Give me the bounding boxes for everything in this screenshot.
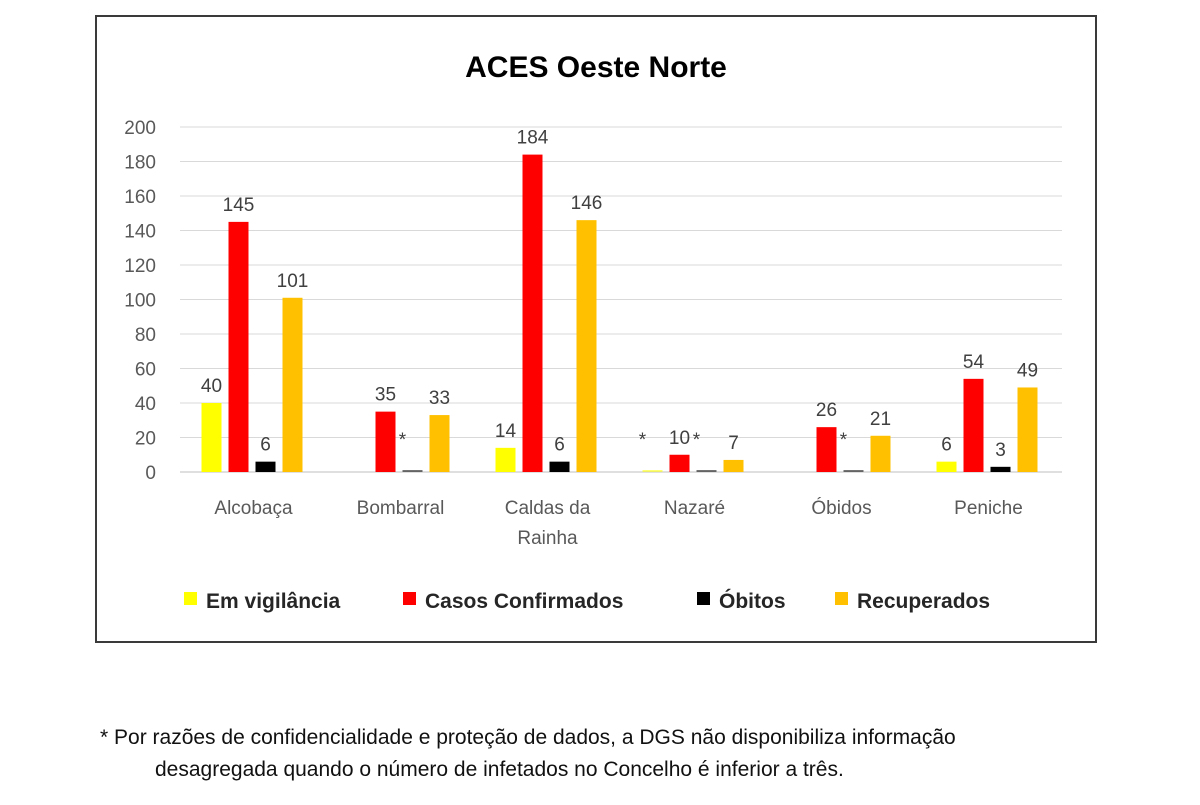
- bar: [429, 415, 450, 472]
- category-label: Rainha: [517, 528, 578, 549]
- data-label: 49: [1017, 360, 1038, 381]
- bar: [228, 221, 249, 472]
- data-label: 146: [571, 193, 603, 214]
- data-label: 6: [941, 435, 952, 456]
- data-label: 35: [375, 385, 396, 406]
- bar: [522, 154, 543, 472]
- bar-stub: [402, 470, 423, 472]
- category-label: Peniche: [954, 498, 1023, 519]
- bar-stub: [696, 470, 717, 472]
- legend: Em vigilância Casos Confirmados Óbitos Recu…: [184, 589, 990, 613]
- bar: [495, 447, 516, 472]
- y-tick-label: 140: [124, 222, 156, 243]
- data-label: 6: [260, 435, 271, 456]
- legend-swatch: [403, 592, 416, 605]
- y-tick-label: 40: [135, 394, 156, 415]
- bar: [936, 461, 957, 472]
- data-label: 26: [816, 400, 837, 421]
- chart-title: ACES Oeste Norte: [465, 51, 727, 84]
- legend-label: Em vigilância: [206, 590, 341, 613]
- data-label: 33: [429, 388, 450, 409]
- bar: [576, 220, 597, 472]
- data-label: 10: [669, 428, 690, 449]
- data-label: 145: [223, 195, 255, 216]
- data-label: 21: [870, 409, 891, 430]
- bar: [816, 427, 837, 472]
- data-label: *: [840, 430, 848, 451]
- data-label: 101: [277, 271, 309, 292]
- bar: [255, 461, 276, 472]
- category-label: Nazaré: [664, 498, 725, 519]
- y-tick-label: 120: [124, 256, 156, 277]
- y-tick-label: 80: [135, 325, 156, 346]
- legend-swatch: [697, 592, 710, 605]
- data-label: 14: [495, 421, 517, 442]
- gridlines: [180, 126, 1062, 473]
- category-label: Óbidos: [811, 497, 871, 519]
- legend-label: Casos Confirmados: [425, 590, 623, 613]
- bar: [990, 466, 1011, 472]
- bars: [201, 154, 1038, 472]
- data-label: *: [693, 430, 701, 451]
- category-label: Alcobaça: [214, 498, 293, 519]
- y-tick-label: 20: [135, 429, 156, 450]
- data-label: 54: [963, 352, 985, 373]
- legend-swatch: [184, 592, 197, 605]
- legend-swatch: [835, 592, 848, 605]
- bar-chart: 0 20 40 60 80 100 120 140 160 180 200 40 145 6 101 35 *…: [124, 51, 1062, 613]
- y-tick-label: 180: [124, 153, 156, 174]
- bar: [549, 461, 570, 472]
- data-label: 6: [554, 435, 565, 456]
- data-label: 40: [201, 376, 222, 397]
- footnote: * Por razões de confidencialidade e prot…: [100, 722, 1200, 786]
- bar: [723, 459, 744, 472]
- data-label: 184: [517, 128, 549, 149]
- y-tick-label: 60: [135, 360, 156, 381]
- bar: [1017, 387, 1038, 472]
- data-label: 3: [995, 440, 1006, 461]
- y-tick-label: 0: [145, 463, 156, 484]
- footnote-line-2: desagregada quando o número de infetados…: [155, 758, 844, 781]
- category-label: Bombarral: [357, 498, 445, 519]
- legend-label: Óbitos: [719, 589, 786, 613]
- category-label: Caldas da: [505, 498, 591, 519]
- legend-label: Recuperados: [857, 590, 990, 613]
- bar: [201, 403, 222, 472]
- data-label: 7: [728, 433, 739, 454]
- bar: [375, 411, 396, 472]
- data-label: *: [639, 430, 647, 451]
- y-axis-ticks: 0 20 40 60 80 100 120 140 160 180 200: [124, 118, 156, 484]
- data-label: *: [399, 430, 407, 451]
- x-axis-categories: Alcobaça Bombarral Caldas da Rainha Nazaré Ób…: [214, 497, 1022, 549]
- bar: [282, 297, 303, 472]
- y-tick-label: 160: [124, 187, 156, 208]
- y-tick-label: 100: [124, 291, 156, 312]
- bar-stub: [642, 470, 663, 472]
- bar: [870, 435, 891, 472]
- bar: [963, 378, 984, 472]
- bar-stub: [843, 470, 864, 472]
- footnote-line-1: * Por razões de confidencialidade e prot…: [100, 726, 956, 749]
- bar: [669, 454, 690, 472]
- y-tick-label: 200: [124, 118, 156, 139]
